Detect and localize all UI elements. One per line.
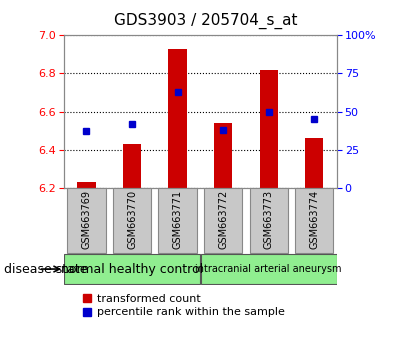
Text: normal healthy control: normal healthy control bbox=[61, 263, 203, 275]
Bar bbox=[260, 70, 278, 188]
Text: GDS3903 / 205704_s_at: GDS3903 / 205704_s_at bbox=[114, 12, 297, 29]
Text: disease state: disease state bbox=[4, 263, 88, 275]
FancyBboxPatch shape bbox=[113, 188, 151, 253]
Bar bbox=[305, 138, 323, 188]
Bar bbox=[123, 144, 141, 188]
Text: GSM663771: GSM663771 bbox=[173, 190, 182, 249]
Text: GSM663770: GSM663770 bbox=[127, 190, 137, 249]
FancyBboxPatch shape bbox=[67, 188, 106, 253]
Text: GSM663772: GSM663772 bbox=[218, 190, 228, 250]
FancyBboxPatch shape bbox=[295, 188, 333, 253]
FancyBboxPatch shape bbox=[159, 188, 197, 253]
Bar bbox=[214, 123, 232, 188]
Bar bbox=[77, 182, 96, 188]
Text: GSM663769: GSM663769 bbox=[81, 190, 92, 249]
FancyBboxPatch shape bbox=[204, 188, 242, 253]
FancyBboxPatch shape bbox=[64, 254, 200, 284]
Text: intracranial arterial aneurysm: intracranial arterial aneurysm bbox=[196, 264, 342, 274]
FancyBboxPatch shape bbox=[249, 188, 288, 253]
Text: GSM663773: GSM663773 bbox=[264, 190, 274, 249]
Bar bbox=[169, 49, 187, 188]
Legend: transformed count, percentile rank within the sample: transformed count, percentile rank withi… bbox=[83, 294, 285, 318]
FancyBboxPatch shape bbox=[201, 254, 337, 284]
Text: GSM663774: GSM663774 bbox=[309, 190, 319, 249]
